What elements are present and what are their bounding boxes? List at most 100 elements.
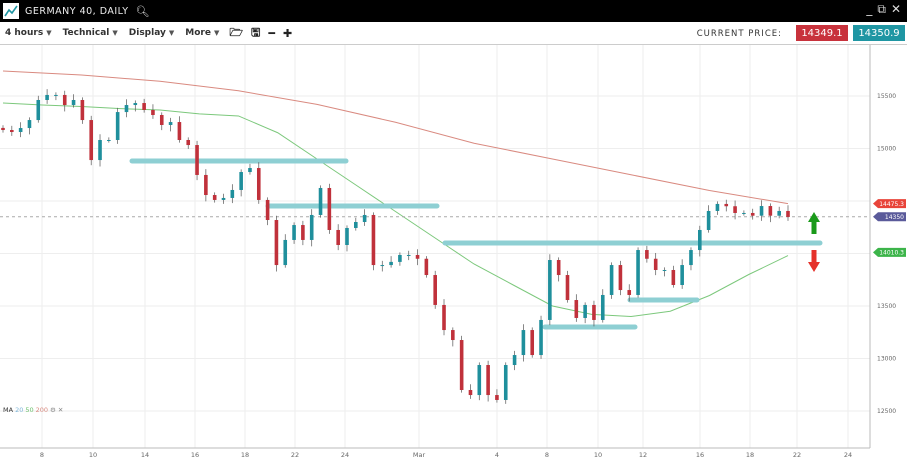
candle bbox=[239, 169, 243, 197]
candle bbox=[398, 252, 402, 266]
candle-body bbox=[556, 260, 561, 276]
candle bbox=[177, 116, 182, 143]
candle-body bbox=[742, 212, 746, 214]
zoom-out-icon[interactable]: ━ bbox=[268, 26, 275, 40]
candle bbox=[503, 362, 508, 404]
candle bbox=[133, 100, 138, 112]
candle bbox=[204, 169, 208, 202]
candle bbox=[336, 224, 340, 251]
candle-body bbox=[759, 206, 764, 216]
x-tick-label: 8 bbox=[545, 451, 549, 459]
candle-body bbox=[680, 265, 684, 285]
close-icon[interactable]: ✕ bbox=[57, 406, 64, 414]
candle-body bbox=[724, 203, 729, 207]
x-tick-label: 22 bbox=[291, 451, 299, 459]
candle-body bbox=[265, 199, 270, 221]
candle-body bbox=[186, 139, 191, 146]
x-tick-label: 10 bbox=[89, 451, 97, 459]
price-chart[interactable]: 15500 15000 13500 13000 12500 8 10 14 16 18 22 24 Ma… bbox=[0, 45, 907, 461]
more-menu[interactable]: More ▼ bbox=[185, 28, 219, 38]
display-label: Display bbox=[128, 28, 166, 38]
price-tag-ma200 bbox=[873, 199, 906, 209]
candle-body bbox=[124, 105, 129, 113]
candle bbox=[151, 104, 155, 119]
candle bbox=[27, 117, 32, 135]
candle bbox=[715, 201, 720, 215]
candle-body bbox=[574, 300, 579, 318]
timeframe-dropdown[interactable]: 4 hours ▼ bbox=[5, 28, 52, 38]
timeframe-label: 4 hours bbox=[5, 28, 44, 38]
minimize-icon[interactable]: _ bbox=[866, 2, 873, 16]
x-tick-label: 10 bbox=[594, 451, 602, 459]
candle-body bbox=[292, 225, 296, 240]
candle bbox=[786, 205, 790, 221]
candle-body bbox=[671, 269, 676, 285]
candle-body bbox=[565, 275, 570, 301]
chevron-down-icon: ▼ bbox=[168, 29, 175, 37]
y-tick-label: 13000 bbox=[877, 356, 896, 363]
candle bbox=[468, 384, 473, 399]
candle bbox=[556, 257, 561, 282]
candle-body bbox=[142, 103, 146, 110]
candle-body bbox=[309, 214, 314, 240]
y-tick-label: 15000 bbox=[877, 146, 896, 153]
candle bbox=[636, 247, 640, 298]
candle-body bbox=[89, 120, 94, 161]
candle bbox=[415, 249, 420, 266]
candle-body bbox=[697, 229, 702, 251]
close-icon[interactable]: ✕ bbox=[890, 2, 901, 16]
candle bbox=[768, 203, 773, 223]
candle-body bbox=[530, 330, 535, 356]
candle-body bbox=[627, 290, 632, 295]
candle bbox=[486, 360, 490, 402]
candle-body bbox=[62, 94, 67, 106]
candle bbox=[230, 184, 235, 204]
candle bbox=[645, 245, 649, 263]
candle-body bbox=[80, 99, 85, 121]
candle-body bbox=[786, 210, 790, 217]
candle bbox=[583, 302, 587, 324]
technical-menu[interactable]: Technical ▼ bbox=[63, 28, 118, 38]
candle bbox=[697, 225, 702, 257]
candle-body bbox=[212, 195, 217, 200]
title-bar: GERMANY 40, DAILY 🔍︎ _ ⧉ ✕ bbox=[0, 0, 907, 22]
toolbar: 4 hours ▼ Technical ▼ Display ▼ More ▼ 🗁 🖫 ━… bbox=[0, 22, 907, 45]
price-tag-label: 14010.3 bbox=[879, 250, 904, 257]
candle bbox=[80, 97, 85, 124]
x-tick-label: 14 bbox=[141, 451, 149, 459]
popout-icon[interactable]: ⧉ bbox=[877, 2, 886, 16]
candle-body bbox=[45, 94, 49, 100]
candle bbox=[345, 225, 349, 252]
folder-open-icon[interactable]: 🗁 bbox=[229, 25, 243, 39]
chevron-down-icon: ▼ bbox=[112, 29, 118, 37]
candle-body bbox=[592, 304, 596, 320]
candle bbox=[662, 267, 667, 277]
candle-body bbox=[345, 227, 349, 245]
save-icon[interactable]: 🖫 bbox=[250, 25, 261, 39]
candle-body bbox=[177, 122, 182, 140]
sell-price-button[interactable]: 14349.1 bbox=[796, 25, 848, 41]
candle bbox=[706, 205, 711, 233]
candle-body bbox=[459, 340, 464, 390]
candle-body bbox=[230, 189, 235, 198]
gear-icon[interactable]: ⚙ bbox=[50, 406, 56, 414]
candle bbox=[115, 107, 120, 144]
buy-price-button[interactable]: 14350.9 bbox=[853, 25, 905, 41]
candle-body bbox=[768, 206, 773, 216]
zoom-in-icon[interactable]: ✚ bbox=[282, 26, 293, 40]
candle-body bbox=[283, 239, 288, 266]
candle bbox=[565, 270, 570, 303]
search-icon[interactable]: 🔍︎ bbox=[135, 4, 150, 18]
price-tag-ma50 bbox=[873, 247, 906, 257]
down-arrow-icon bbox=[808, 250, 820, 272]
candle bbox=[292, 222, 296, 244]
candle-body bbox=[107, 139, 111, 141]
candle bbox=[107, 137, 111, 143]
candle-body bbox=[398, 254, 402, 262]
candle-body bbox=[495, 395, 499, 400]
price-tag-label: 14350 bbox=[885, 214, 904, 221]
candle-body bbox=[248, 168, 252, 173]
candle bbox=[354, 217, 358, 231]
display-menu[interactable]: Display ▼ bbox=[129, 28, 175, 38]
candle bbox=[495, 389, 499, 403]
